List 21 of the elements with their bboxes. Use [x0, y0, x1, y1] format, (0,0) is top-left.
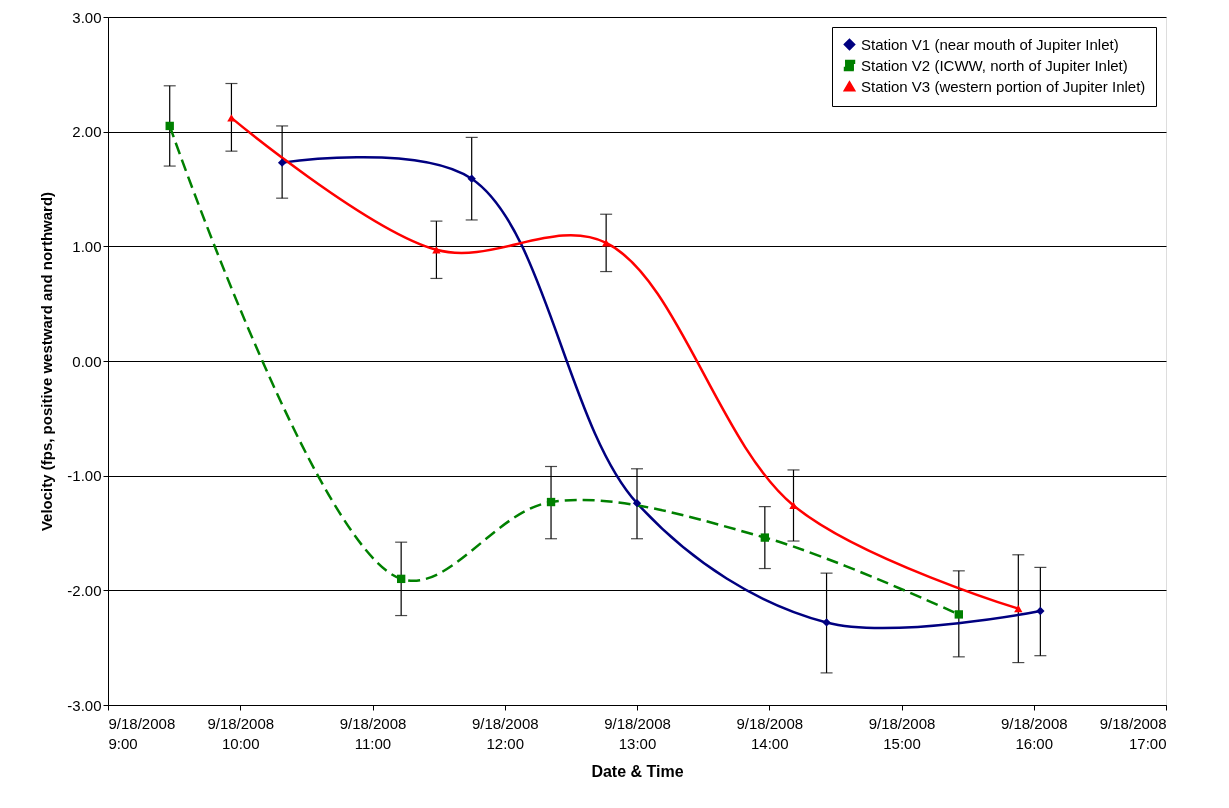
y-tick-label: 1.00: [72, 237, 102, 255]
y-tick-label: -2.00: [67, 581, 102, 599]
y-axis-title: Velocity (fps, positive westward and northward): [38, 191, 56, 532]
legend-label: Station V3 (western portion of Jupiter Inlet): [861, 77, 1146, 95]
legend-label: Station V1 (near mouth of Jupiter Inlet): [861, 35, 1119, 53]
x-tick-label: 9/18/2008 10:00: [207, 714, 275, 752]
y-tick-label: 0.00: [72, 352, 102, 370]
x-tick-label: 9/18/2008 9:00: [108, 714, 176, 752]
x-tick-label: 9/18/2008 12:00: [471, 714, 539, 752]
x-axis-title: Date & Time: [591, 762, 684, 780]
legend-label: Station V2 (ICWW, north of Jupiter Inlet): [861, 56, 1128, 74]
x-tick-label: 9/18/2008 14:00: [736, 714, 804, 752]
y-tick-label: 3.00: [72, 8, 102, 26]
y-tick-label: -1.00: [67, 467, 102, 485]
y-tick-label: -3.00: [67, 696, 102, 714]
x-tick-label: 9/18/2008 16:00: [1000, 714, 1068, 752]
x-tick-label: 9/18/2008 11:00: [339, 714, 407, 752]
x-tick-label: 9/18/2008 17:00: [1099, 714, 1167, 752]
x-tick-label: 9/18/2008 15:00: [868, 714, 936, 752]
y-tick-label: 2.00: [72, 123, 102, 141]
x-tick-label: 9/18/2008 13:00: [604, 714, 671, 752]
